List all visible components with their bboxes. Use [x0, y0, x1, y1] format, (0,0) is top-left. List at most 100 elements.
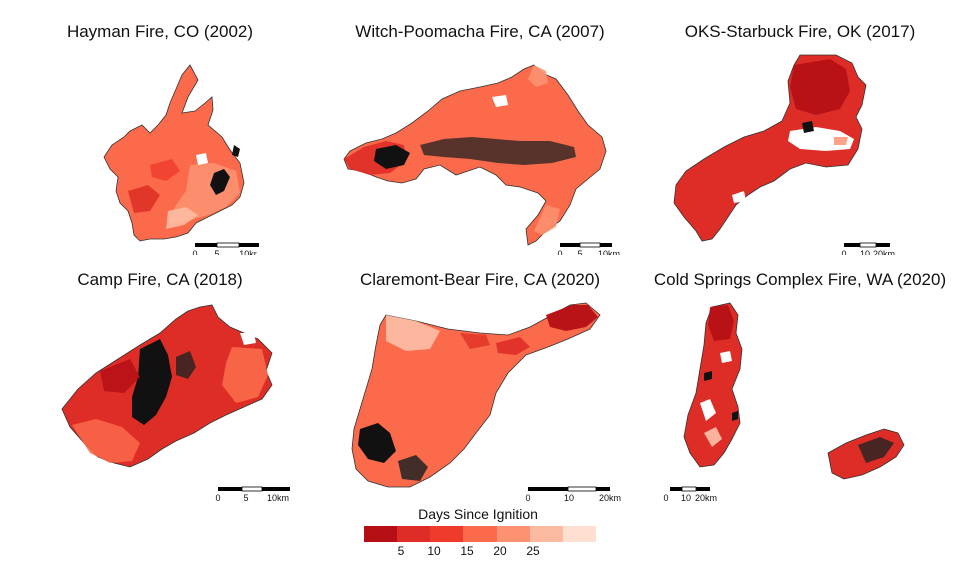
unburned-patch [700, 399, 716, 421]
fire-map-claremont-bear: 0 10 20km [351, 302, 621, 503]
intense-burn-patch [858, 437, 894, 463]
intense-burn-patch [132, 339, 172, 425]
scale-label: 20km [695, 493, 717, 503]
intense-burn-patch [704, 371, 712, 381]
unburned-patch [720, 351, 732, 363]
scale-bar-segment [567, 486, 597, 492]
fire-map-cold-springs: 0 10 20km [663, 302, 905, 503]
unburned-patch [240, 333, 256, 345]
panel-title: OKS-Starbuck Fire, OK (2017) [684, 22, 916, 41]
scale-bar-segment [560, 243, 580, 247]
panel-title: Witch-Poomacha Fire, CA (2007) [355, 22, 605, 41]
scale-bar-segment [195, 243, 217, 247]
scale-bar-segment [844, 243, 860, 247]
scale-bar: 0 5 10km [557, 242, 620, 255]
scale-bar-segment [241, 486, 263, 492]
legend-tick: 20 [493, 544, 507, 558]
legend-tick: 5 [397, 544, 405, 558]
burn-zone-earliest [546, 305, 598, 331]
legend-color-bar [364, 526, 596, 542]
scale-bar-segment [216, 242, 240, 248]
scale-bar: 0 5 10kr [192, 242, 259, 255]
burn-zone-early [100, 359, 140, 393]
scale-bar: 0 10 20km [841, 242, 895, 255]
panel-title: Claremont-Bear Fire, CA (2020) [360, 270, 600, 289]
burn-zone-latest [386, 315, 440, 351]
legend-swatch [364, 526, 398, 542]
burn-zone-late [72, 419, 140, 463]
map-panel-hayman: Hayman Fire, CO (2002) 0 5 10kr [0, 0, 320, 255]
burn-zone-early [496, 337, 530, 355]
scale-label: 0 [841, 249, 846, 255]
burn-zone-early [460, 333, 490, 349]
scale-bar: 0 10 20km [663, 486, 717, 503]
scale-label: 20km [599, 493, 621, 503]
legend-title: Days Since Ignition [418, 506, 538, 522]
scale-bar-segment [600, 243, 612, 247]
scale-bar-segment [696, 487, 710, 491]
scale-label: 10km [598, 249, 620, 255]
map-panel-cold-springs: Cold Springs Complex Fire, WA (2020) 0 1… [640, 248, 960, 503]
legend-tick: 15 [460, 544, 474, 558]
map-panel-claremont-bear: Claremont-Bear Fire, CA (2020) 0 10 20km [320, 248, 640, 503]
scale-bar-segment [681, 486, 697, 492]
scale-bar-segment [876, 243, 890, 247]
intense-burn-patch [358, 423, 396, 463]
legend-swatch [496, 526, 530, 542]
burn-zone-late [704, 427, 722, 447]
legend-swatch [397, 526, 431, 542]
scale-bar: 0 10 20km [525, 486, 621, 503]
scale-label: 10km [267, 493, 289, 503]
color-legend: Days Since Ignition 5 10 15 20 25 [360, 504, 600, 564]
legend-swatch [463, 526, 497, 542]
legend-tick: 10 [427, 544, 441, 558]
intense-burn-patch [732, 411, 738, 421]
scale-bar-segment [218, 487, 242, 491]
intense-burn-patch [176, 351, 196, 379]
burn-zone-late [534, 205, 560, 235]
scale-label: 5 [243, 493, 248, 503]
legend-swatch [430, 526, 464, 542]
scale-label: 20km [873, 249, 895, 255]
fire-perimeter [683, 302, 743, 468]
burn-zone-latest [166, 207, 198, 229]
burn-zone-late [222, 347, 268, 403]
burn-zone-early [150, 159, 180, 181]
scale-label: 5 [577, 249, 582, 255]
map-panel-camp: Camp Fire, CA (2018) 0 5 10km [0, 248, 320, 503]
scale-label: 10 [860, 249, 870, 255]
scale-bar-segment [859, 242, 877, 248]
fire-map-camp: 0 5 10km [61, 304, 290, 503]
scale-label: 0 [215, 493, 220, 503]
legend-tick: 25 [526, 544, 540, 558]
burn-zone-earliest [790, 59, 850, 115]
scale-bar-segment [579, 242, 601, 248]
scale-bar: 0 5 10km [215, 486, 290, 503]
panel-title: Camp Fire, CA (2018) [77, 270, 243, 289]
scale-label: 0 [663, 493, 668, 503]
burn-zone-earliest [708, 305, 734, 341]
scale-label: 5 [214, 249, 219, 255]
intense-burn-patch [374, 145, 410, 169]
fire-map-witch-poomacha: 0 5 10km [343, 64, 620, 255]
intense-burn-patch [420, 137, 576, 165]
scale-label: 0 [525, 493, 530, 503]
intense-burn-patch [398, 455, 428, 481]
scale-label: 0 [557, 249, 562, 255]
fire-map-hayman: 0 5 10kr [103, 64, 259, 255]
unburned-patch [492, 95, 508, 107]
scale-bar-segment [670, 487, 682, 491]
scale-bar-segment [596, 487, 610, 491]
burn-zone-late [834, 137, 848, 145]
intense-burn-patch [802, 121, 814, 133]
map-panel-oks-starbuck: OKS-Starbuck Fire, OK (2017) 0 10 20km [640, 0, 960, 255]
legend-swatch [562, 526, 596, 542]
scale-bar-segment [528, 487, 568, 491]
scale-label: 10 [681, 493, 691, 503]
scale-label: 10 [564, 493, 574, 503]
scale-label: 10kr [239, 249, 257, 255]
scale-bar-segment [262, 487, 290, 491]
scale-bar-segment [239, 243, 259, 247]
panel-title: Hayman Fire, CO (2002) [66, 22, 254, 41]
